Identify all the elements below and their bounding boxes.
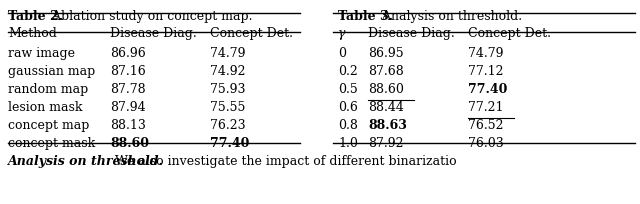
Text: 0.6: 0.6	[338, 101, 358, 113]
Text: Method: Method	[8, 27, 57, 40]
Text: Table 2.: Table 2.	[8, 10, 63, 23]
Text: Analysis on threshold.: Analysis on threshold.	[378, 10, 522, 23]
Text: 74.79: 74.79	[468, 47, 504, 60]
Text: 77.21: 77.21	[468, 101, 504, 113]
Text: 0.5: 0.5	[338, 83, 358, 95]
Text: concept map: concept map	[8, 118, 90, 131]
Text: Disease Diag.: Disease Diag.	[368, 27, 455, 40]
Text: random map: random map	[8, 83, 88, 95]
Text: Analysis on threshold.: Analysis on threshold.	[8, 154, 164, 167]
Text: 87.16: 87.16	[110, 65, 146, 78]
Text: concept mask: concept mask	[8, 136, 95, 149]
Text: Ablation study on concept map.: Ablation study on concept map.	[48, 10, 253, 23]
Text: 1.0: 1.0	[338, 136, 358, 149]
Text: 75.93: 75.93	[210, 83, 246, 95]
Text: 88.13: 88.13	[110, 118, 146, 131]
Text: raw image: raw image	[8, 47, 75, 60]
Text: 76.23: 76.23	[210, 118, 246, 131]
Text: Concept Det.: Concept Det.	[210, 27, 293, 40]
Text: 76.03: 76.03	[468, 136, 504, 149]
Text: 0.2: 0.2	[338, 65, 358, 78]
Text: 77.12: 77.12	[468, 65, 504, 78]
Text: 87.92: 87.92	[368, 136, 403, 149]
Text: We also investigate the impact of different binarizatio: We also investigate the impact of differ…	[111, 154, 456, 167]
Text: 87.94: 87.94	[110, 101, 146, 113]
Text: 88.60: 88.60	[368, 83, 404, 95]
Text: 75.55: 75.55	[210, 101, 245, 113]
Text: 0: 0	[338, 47, 346, 60]
Text: Concept Det.: Concept Det.	[468, 27, 551, 40]
Text: 86.95: 86.95	[368, 47, 404, 60]
Text: 87.68: 87.68	[368, 65, 404, 78]
Text: 77.40: 77.40	[210, 136, 250, 149]
Text: Disease Diag.: Disease Diag.	[110, 27, 196, 40]
Text: Table 3.: Table 3.	[338, 10, 393, 23]
Text: 76.52: 76.52	[468, 118, 504, 131]
Text: 88.44: 88.44	[368, 101, 404, 113]
Text: 74.92: 74.92	[210, 65, 246, 78]
Text: 77.40: 77.40	[468, 83, 508, 95]
Text: gaussian map: gaussian map	[8, 65, 95, 78]
Text: lesion mask: lesion mask	[8, 101, 83, 113]
Text: γ: γ	[338, 27, 346, 40]
Text: 0.8: 0.8	[338, 118, 358, 131]
Text: 87.78: 87.78	[110, 83, 146, 95]
Text: 86.96: 86.96	[110, 47, 146, 60]
Text: 74.79: 74.79	[210, 47, 246, 60]
Text: 88.60: 88.60	[110, 136, 149, 149]
Text: 88.63: 88.63	[368, 118, 407, 131]
